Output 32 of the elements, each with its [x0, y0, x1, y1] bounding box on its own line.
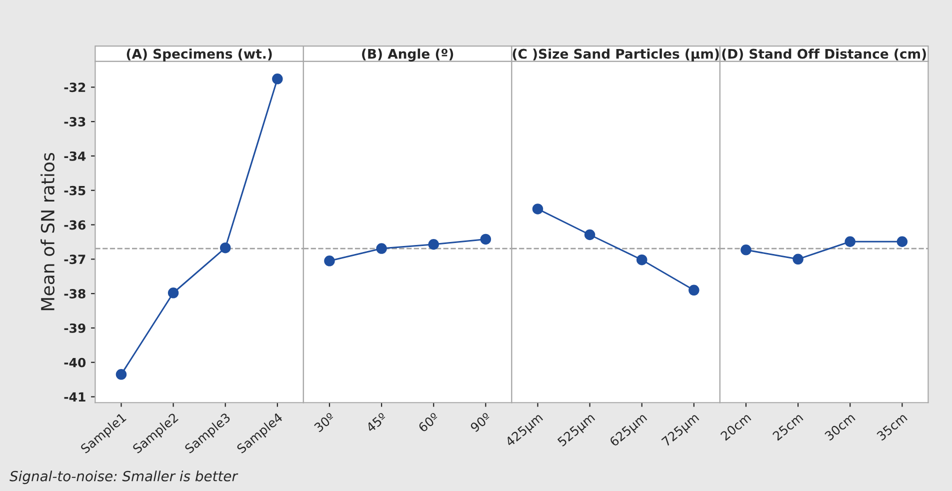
- x-tick-label: 60º: [418, 412, 440, 433]
- y-tick-label: -41: [64, 392, 86, 402]
- y-tick-label: -37: [64, 254, 86, 264]
- y-axis-title: Mean of SN ratios: [40, 152, 55, 310]
- point: [272, 74, 283, 84]
- point: [532, 204, 544, 214]
- text: Signal-to-noise: Smaller is better: [10, 470, 238, 484]
- y-tick-label: -38: [64, 289, 86, 298]
- x-tick-label: 45º: [365, 412, 388, 433]
- point: [428, 239, 439, 250]
- y-tick-label: -39: [64, 323, 86, 333]
- y-tick-label: -35: [64, 186, 86, 196]
- chart-title: (D) Stand Off Distance (cm): [722, 48, 926, 60]
- point: [116, 369, 127, 380]
- x-tick-label: 30º: [314, 412, 336, 432]
- y-tick-label: -34: [64, 151, 86, 161]
- point: [376, 243, 387, 254]
- point: [324, 256, 335, 266]
- point: [168, 288, 179, 298]
- point: [480, 234, 492, 245]
- y-tick-label: -33: [64, 117, 86, 126]
- point: [584, 229, 596, 240]
- x-tick-label: 90º: [470, 412, 492, 433]
- chart-title: (C )Size Sand Particles (µm): [512, 48, 719, 62]
- point: [636, 254, 648, 266]
- y-tick-label: -32: [64, 82, 86, 92]
- y-tick-label: -36: [64, 220, 86, 230]
- y-tick-label: -40: [64, 358, 86, 368]
- point: [688, 284, 700, 296]
- chart-title: (A) Specimens (wt.): [126, 48, 272, 62]
- point: [220, 242, 231, 254]
- chart-title: (B) Angle (º): [362, 48, 454, 62]
